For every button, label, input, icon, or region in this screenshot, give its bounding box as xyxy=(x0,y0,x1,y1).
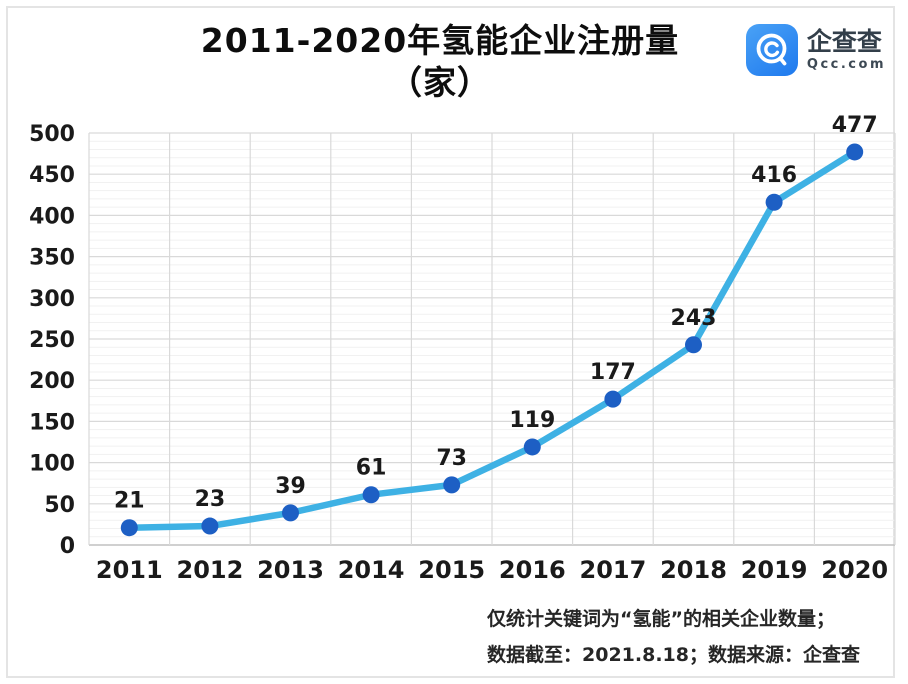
data-point-label: 39 xyxy=(275,474,306,499)
qcc-logo-name: 企查查 xyxy=(806,26,882,56)
trend-line xyxy=(126,148,858,531)
data-source-footnote: 仅统计关键词为“氢能”的相关企业数量； 数据截至：2021.8.18；数据来源：… xyxy=(487,601,887,673)
data-point-label: 119 xyxy=(509,408,555,433)
qcc-logo: 企查查 Qcc.com xyxy=(745,24,886,76)
x-tick-label: 2015 xyxy=(418,556,485,584)
x-tick-label: 2018 xyxy=(660,556,727,584)
qcc-logo-domain: Qcc.com xyxy=(806,57,886,73)
data-point-label: 416 xyxy=(751,163,797,188)
data-point xyxy=(120,519,138,537)
y-tick-label: 500 xyxy=(29,122,75,147)
y-tick-label: 450 xyxy=(29,163,75,188)
data-point xyxy=(282,504,299,522)
y-tick-label: 400 xyxy=(29,204,75,229)
y-tick-label: 50 xyxy=(44,493,75,518)
y-tick-label: 100 xyxy=(29,452,75,477)
data-point xyxy=(523,438,541,456)
x-tick-label: 2014 xyxy=(338,556,405,584)
data-point-label: 177 xyxy=(590,360,636,385)
data-point-label: 73 xyxy=(436,446,467,471)
x-tick-label: 2020 xyxy=(821,556,888,584)
chart-title: 2011-2020年氢能企业注册量 （家） xyxy=(0,20,880,104)
data-point-label: 243 xyxy=(671,306,717,331)
data-point xyxy=(765,193,783,211)
y-tick-label: 350 xyxy=(29,246,75,271)
data-point xyxy=(201,517,219,535)
footnote-line1: 仅统计关键词为“氢能”的相关企业数量； xyxy=(487,608,835,630)
x-tick-label: 2016 xyxy=(499,556,566,584)
data-point-label: 61 xyxy=(356,456,387,481)
qcc-logo-text: 企查查 Qcc.com xyxy=(807,28,886,73)
data-point-label: 21 xyxy=(114,489,145,514)
y-tick-label: 200 xyxy=(29,369,75,394)
data-point xyxy=(362,486,380,504)
x-tick-label: 2013 xyxy=(257,556,324,584)
chart-title-line2: （家） xyxy=(389,63,491,103)
page-border xyxy=(6,6,895,678)
footnote-line2: 数据截至：2021.8.18；数据来源：企查查 xyxy=(487,644,860,666)
data-point xyxy=(685,336,702,354)
qcc-magnifier-icon xyxy=(745,24,798,76)
x-tick-label: 2019 xyxy=(741,556,808,584)
data-point-label: 23 xyxy=(195,487,226,512)
data-point xyxy=(604,390,622,408)
x-tick-label: 2017 xyxy=(580,556,647,584)
y-tick-label: 0 xyxy=(60,534,75,559)
x-tick-label: 2012 xyxy=(177,556,244,584)
data-point xyxy=(846,143,864,161)
line-chart: 0 50 100 150 200 250 300 350 400 450 500 21 2011 23 20… xyxy=(29,113,896,584)
data-point-label: 477 xyxy=(832,113,878,138)
y-tick-label: 150 xyxy=(29,410,75,435)
chart-title-line1: 2011-2020年氢能企业注册量 xyxy=(200,21,680,60)
x-tick-label: 2011 xyxy=(96,556,163,584)
data-point xyxy=(443,476,461,494)
y-tick-label: 300 xyxy=(29,287,75,312)
y-tick-label: 250 xyxy=(29,328,75,353)
